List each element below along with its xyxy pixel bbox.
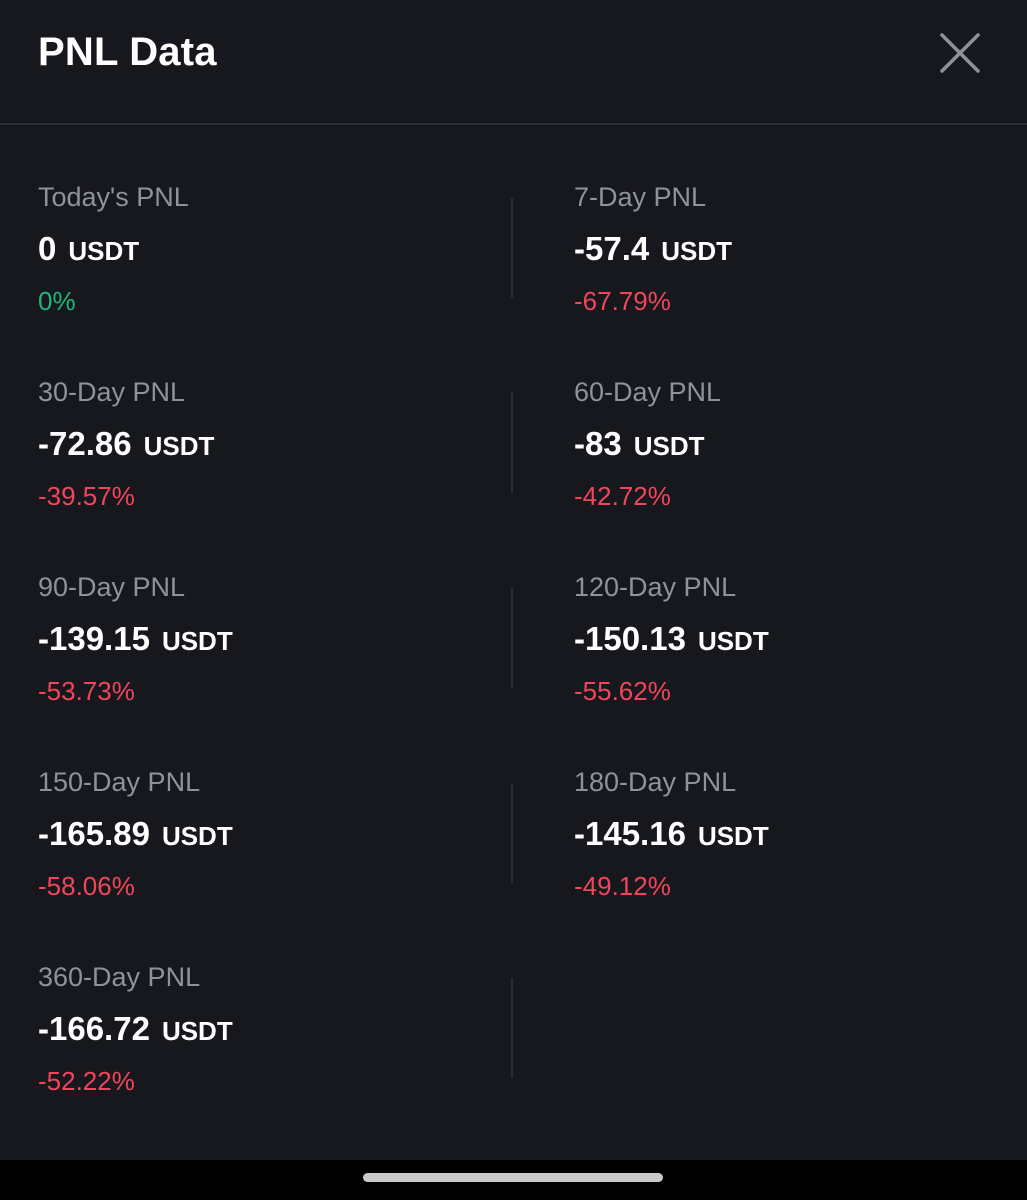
pnl-label: 120-Day PNL <box>574 572 737 602</box>
pnl-percent: -49.12% <box>574 871 671 901</box>
pnl-item-90-day: 90-Day PNL -139.15 USDT -53.73% <box>38 515 478 706</box>
column-divider <box>511 198 513 298</box>
pnl-label: Today's PNL <box>38 182 189 212</box>
column-divider <box>511 783 513 883</box>
pnl-value-row: -139.15 USDT <box>38 620 233 658</box>
pnl-value-row: -72.86 USDT <box>38 425 214 463</box>
pnl-value: -83 <box>574 425 622 462</box>
pnl-value-row: -145.16 USDT <box>574 815 769 853</box>
pnl-item-60-day: 60-Day PNL -83 USDT -42.72% <box>574 320 1014 511</box>
pnl-item-180-day: 180-Day PNL -145.16 USDT -49.12% <box>574 710 1014 901</box>
pnl-percent: -58.06% <box>38 871 135 901</box>
pnl-value: -150.13 <box>574 620 686 657</box>
home-indicator[interactable] <box>363 1173 663 1182</box>
pnl-item-360-day: 360-Day PNL -166.72 USDT -52.22% <box>38 905 478 1096</box>
pnl-unit: USDT <box>161 1016 233 1046</box>
pnl-percent: -42.72% <box>574 481 671 511</box>
close-icon <box>940 33 980 73</box>
pnl-unit: USDT <box>633 431 705 461</box>
pnl-value-row: -165.89 USDT <box>38 815 233 853</box>
pnl-item-today: Today's PNL 0 USDT 0% <box>38 125 478 316</box>
pnl-item-30-day: 30-Day PNL -72.86 USDT -39.57% <box>38 320 478 511</box>
pnl-item-150-day: 150-Day PNL -165.89 USDT -58.06% <box>38 710 478 901</box>
pnl-percent: -67.79% <box>574 286 671 316</box>
pnl-data-sheet: PNL Data Today's PNL 0 USDT 0% 7-Day PNL … <box>0 0 1027 1160</box>
pnl-item-7-day: 7-Day PNL -57.4 USDT -67.79% <box>574 125 1014 316</box>
pnl-label: 7-Day PNL <box>574 182 707 212</box>
pnl-unit: USDT <box>697 821 769 851</box>
pnl-value-row: -83 USDT <box>574 425 704 463</box>
pnl-label: 150-Day PNL <box>38 767 201 797</box>
column-divider <box>511 393 513 493</box>
pnl-value-row: 0 USDT <box>38 230 139 268</box>
pnl-value-row: -166.72 USDT <box>38 1010 233 1048</box>
pnl-percent: -39.57% <box>38 481 135 511</box>
pnl-value-row: -150.13 USDT <box>574 620 769 658</box>
pnl-percent: -52.22% <box>38 1066 135 1096</box>
sheet-header: PNL Data <box>0 0 1027 125</box>
column-divider <box>511 978 513 1078</box>
pnl-unit: USDT <box>143 431 215 461</box>
pnl-value-row: -57.4 USDT <box>574 230 732 268</box>
page-title: PNL Data <box>38 30 217 74</box>
pnl-percent: -53.73% <box>38 676 135 706</box>
pnl-value: -165.89 <box>38 815 150 852</box>
pnl-item-120-day: 120-Day PNL -150.13 USDT -55.62% <box>574 515 1014 706</box>
pnl-value: -139.15 <box>38 620 150 657</box>
column-divider <box>511 588 513 688</box>
pnl-percent: -55.62% <box>574 676 671 706</box>
pnl-value: 0 <box>38 230 57 267</box>
pnl-label: 60-Day PNL <box>574 377 722 407</box>
pnl-label: 360-Day PNL <box>38 962 201 992</box>
pnl-unit: USDT <box>161 626 233 656</box>
pnl-unit: USDT <box>68 236 140 266</box>
close-button[interactable] <box>938 31 982 75</box>
pnl-label: 30-Day PNL <box>38 377 186 407</box>
pnl-value: -57.4 <box>574 230 650 267</box>
pnl-value: -166.72 <box>38 1010 150 1047</box>
pnl-label: 180-Day PNL <box>574 767 737 797</box>
pnl-unit: USDT <box>697 626 769 656</box>
pnl-unit: USDT <box>661 236 732 266</box>
pnl-unit: USDT <box>161 821 233 851</box>
pnl-value: -72.86 <box>38 425 132 462</box>
pnl-label: 90-Day PNL <box>38 572 186 602</box>
pnl-percent: 0% <box>38 286 76 316</box>
pnl-value: -145.16 <box>574 815 686 852</box>
